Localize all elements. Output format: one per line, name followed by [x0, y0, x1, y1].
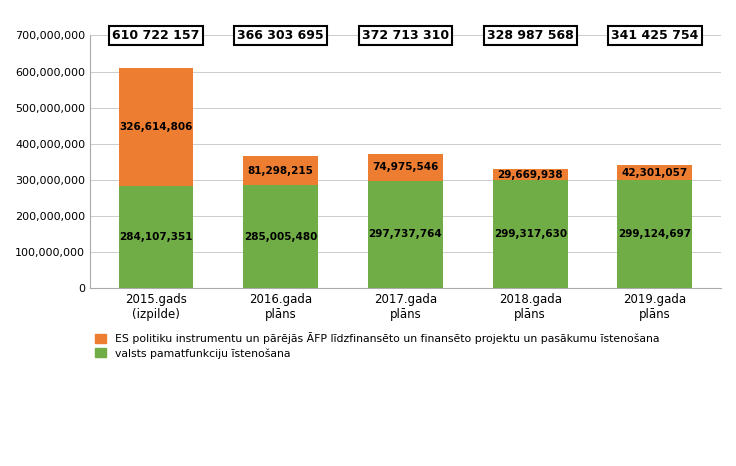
Bar — [493, 170, 567, 180]
Text: 328 987 568: 328 987 568 — [486, 29, 573, 42]
Bar — [244, 156, 318, 185]
Bar — [118, 68, 194, 185]
Text: 42,301,057: 42,301,057 — [622, 168, 688, 178]
Bar — [618, 180, 693, 288]
Text: 74,975,546: 74,975,546 — [372, 162, 439, 172]
Text: 284,107,351: 284,107,351 — [119, 232, 193, 242]
Text: 366 303 695: 366 303 695 — [238, 29, 324, 42]
Text: 610 722 157: 610 722 157 — [113, 29, 199, 42]
Text: 81,298,215: 81,298,215 — [248, 165, 314, 176]
Text: 297,737,764: 297,737,764 — [369, 229, 442, 240]
Text: 299,124,697: 299,124,697 — [618, 229, 691, 239]
Bar — [493, 180, 567, 288]
Bar — [618, 165, 693, 180]
Bar — [118, 185, 194, 288]
Text: 285,005,480: 285,005,480 — [244, 232, 317, 242]
Text: 299,317,630: 299,317,630 — [494, 229, 567, 239]
Legend: ES politiku instrumentu un pārējās ĀFP līdzfinansēto un finansēto projektu un pa: ES politiku instrumentu un pārējās ĀFP l… — [96, 332, 659, 359]
Bar — [368, 181, 443, 288]
Text: 29,669,938: 29,669,938 — [498, 170, 563, 180]
Bar — [368, 154, 443, 181]
Bar — [244, 185, 318, 288]
Text: 341 425 754: 341 425 754 — [611, 29, 698, 42]
Text: 326,614,806: 326,614,806 — [119, 122, 193, 132]
Text: 372 713 310: 372 713 310 — [362, 29, 449, 42]
